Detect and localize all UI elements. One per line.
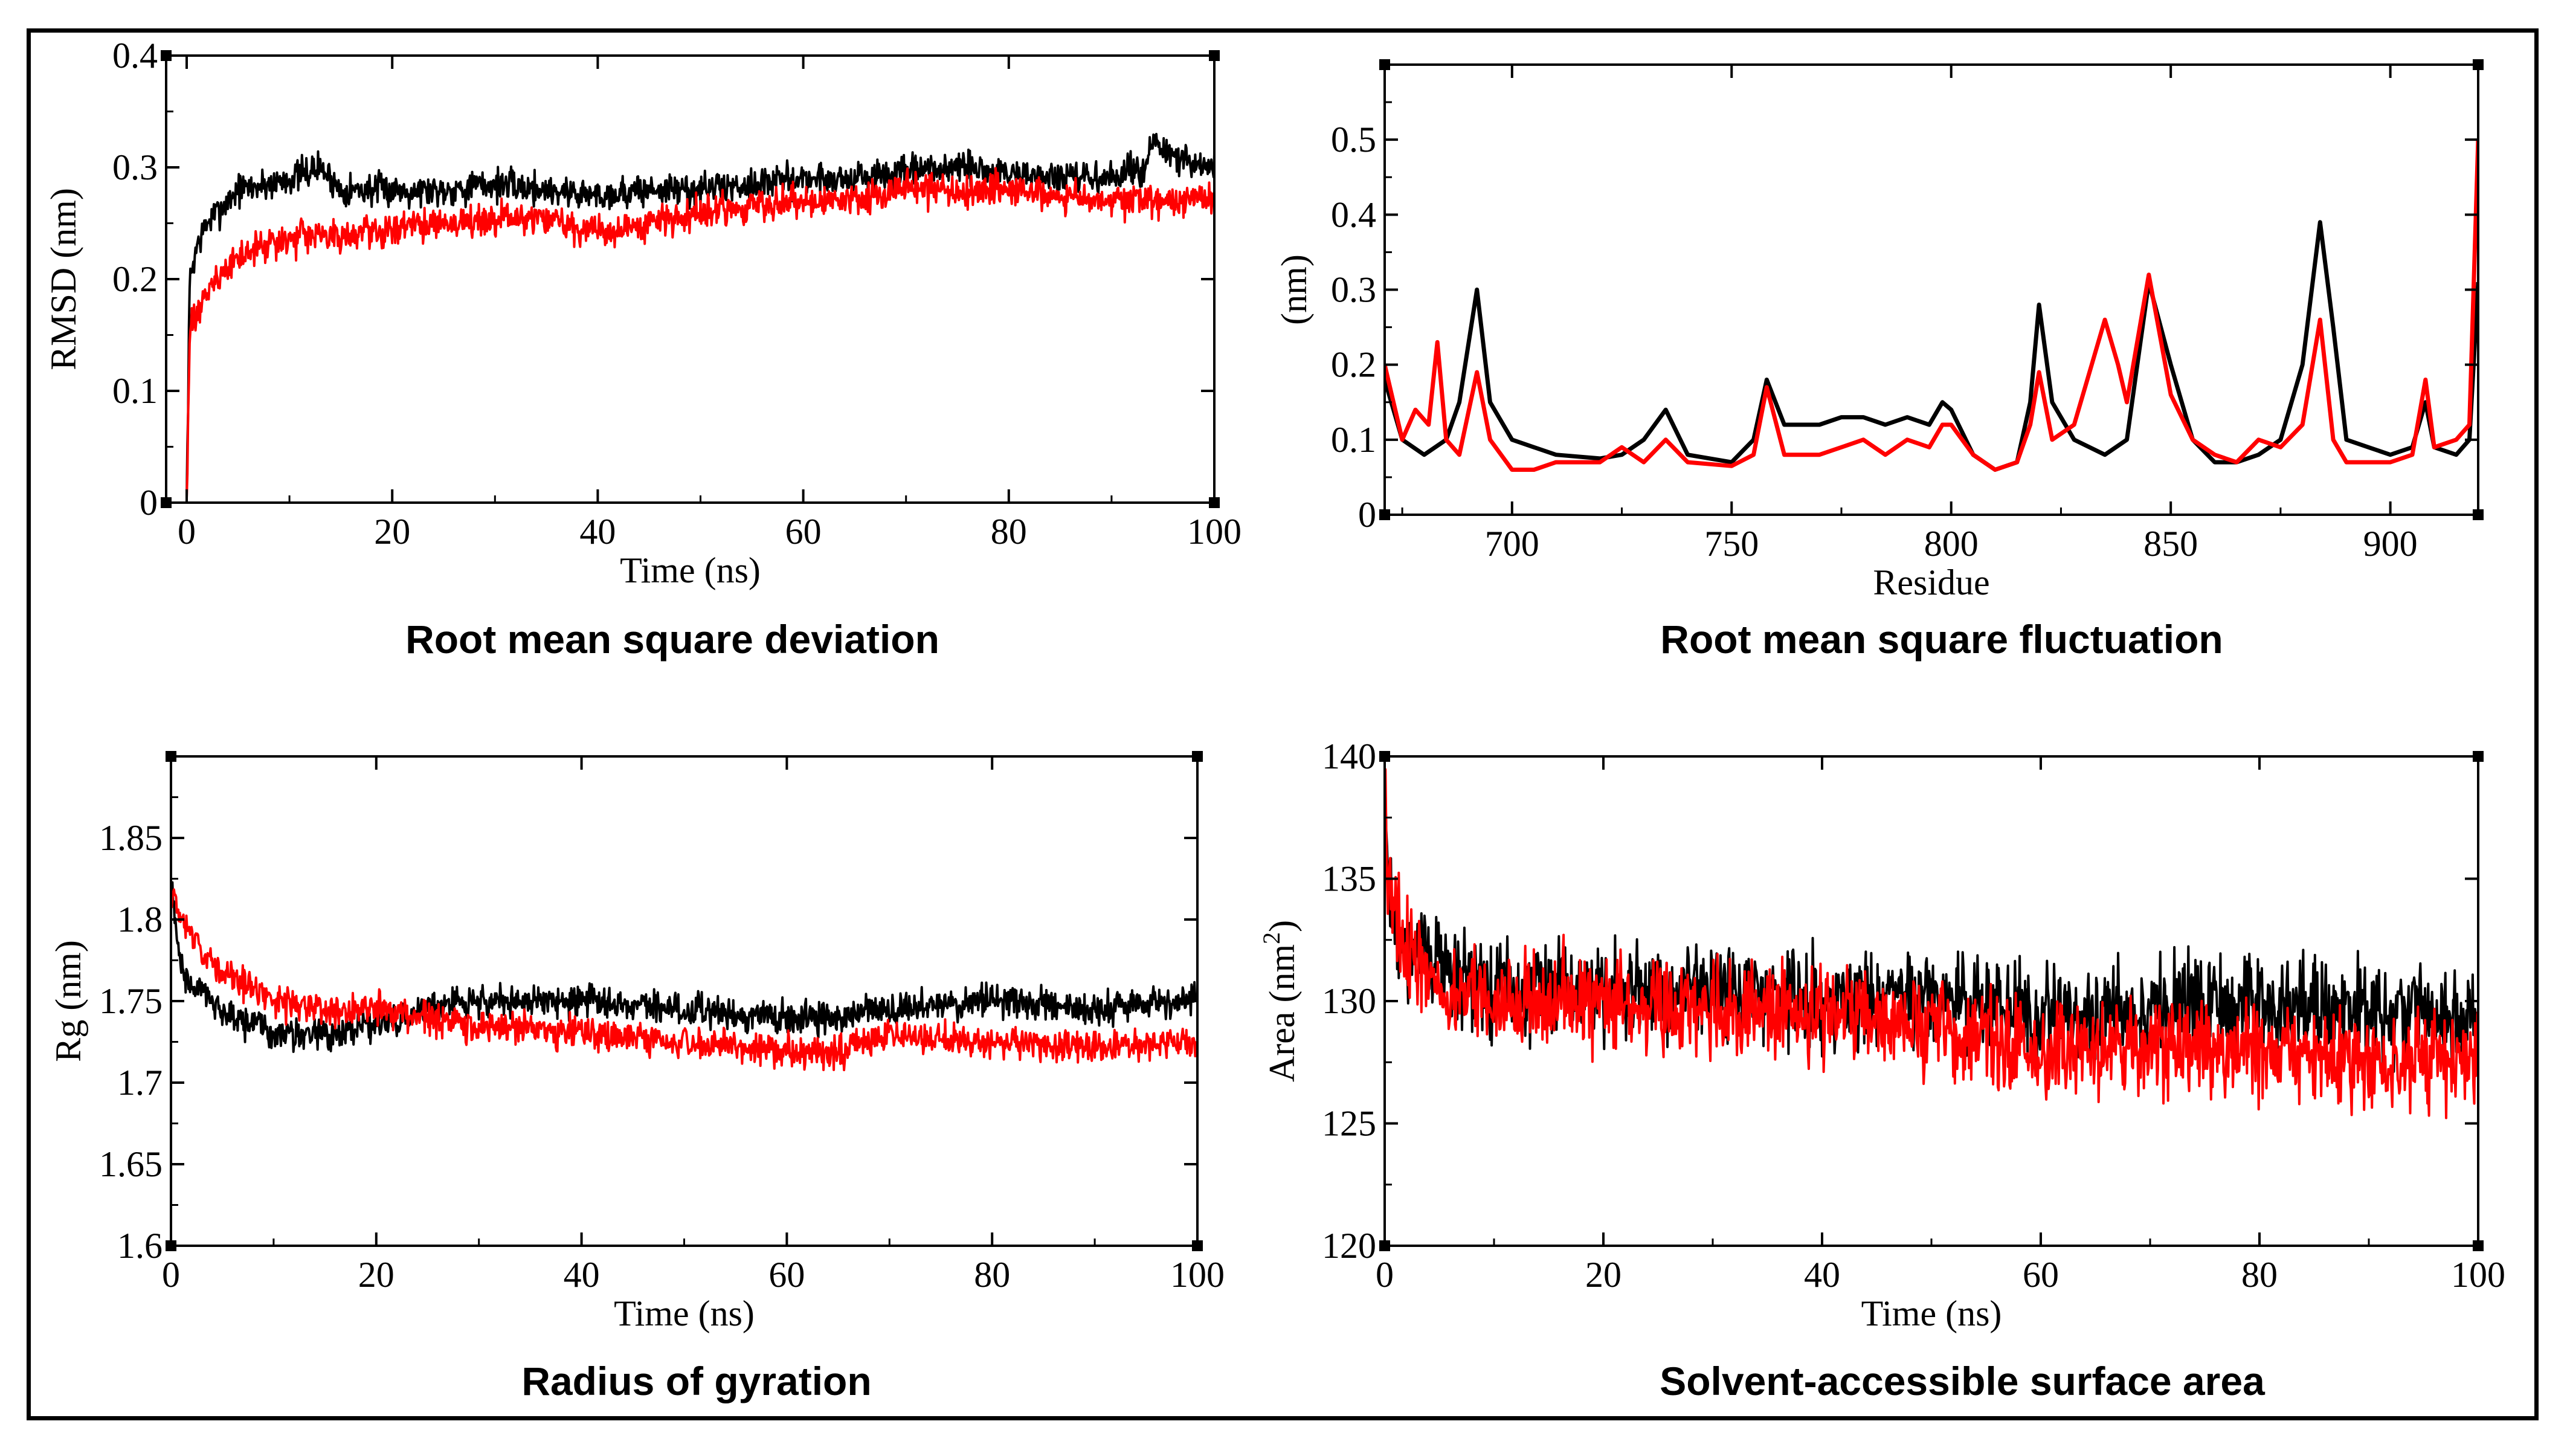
x-axis-title: Time (ns) [1861, 1293, 2002, 1333]
x-tick-label: 40 [1804, 1255, 1840, 1295]
x-tick-label: 800 [1924, 524, 1979, 564]
caption-rmsd: Root mean square deviation [405, 617, 939, 662]
y-tick-label: 0 [140, 483, 158, 523]
series-line-rmsf-1 [1385, 140, 2478, 472]
x-tick-label: 60 [2023, 1255, 2059, 1295]
x-tick-label: 40 [579, 512, 616, 552]
x-tick-label: 850 [2143, 524, 2198, 564]
x-tick-label: 80 [974, 1255, 1010, 1295]
x-tick-label: 100 [1170, 1255, 1225, 1295]
series-line-rmsf-0 [1385, 220, 2478, 472]
y-tick-label: 0.4 [112, 36, 158, 76]
y-tick-label: 0.5 [1331, 120, 1376, 159]
x-tick-label: 100 [2451, 1255, 2505, 1295]
y-tick-label: 1.75 [99, 981, 163, 1021]
y-tick-label: 0.1 [112, 371, 158, 411]
x-axis-title: Time (ns) [614, 1293, 755, 1333]
caption-sasa: Solvent-accessible surface area [1660, 1359, 2265, 1403]
x-tick-label: 0 [162, 1255, 180, 1295]
x-tick-label: 100 [1187, 512, 1242, 552]
x-tick-label: 80 [991, 512, 1027, 552]
y-tick-label: 1.85 [99, 818, 163, 858]
y-axis-title: Area (nm2) [1258, 920, 1302, 1082]
corner-marker [2473, 59, 2484, 70]
x-tick-label: 60 [768, 1255, 805, 1295]
x-tick-label: 700 [1485, 524, 1539, 564]
y-tick-label: 1.65 [99, 1144, 163, 1184]
x-tick-label: 900 [2363, 524, 2418, 564]
x-tick-label: 20 [374, 512, 410, 552]
caption-rg: Radius of gyration [521, 1359, 872, 1403]
series-line-rg-1 [171, 888, 1197, 1072]
series-line-rg-0 [171, 881, 1197, 1053]
y-tick-label: 0.3 [1331, 270, 1376, 310]
corner-marker [1379, 59, 1390, 70]
y-tick-label: 0.2 [1331, 345, 1376, 385]
caption-rmsf: Root mean square fluctuation [1660, 617, 2223, 662]
y-tick-label: 1.6 [117, 1226, 163, 1266]
y-tick-label: 0 [1358, 495, 1376, 535]
y-tick-label: 0.3 [112, 147, 158, 187]
y-axis-title: RMSD (nm) [43, 188, 83, 370]
y-tick-label: 0.1 [1331, 420, 1376, 460]
x-tick-label: 40 [564, 1255, 600, 1295]
x-tick-label: 20 [358, 1255, 395, 1295]
y-axis-title: Rg (nm) [48, 940, 88, 1062]
x-axis-title: Time (ns) [620, 550, 761, 590]
y-axis-title: (nm) [1274, 254, 1314, 325]
figure-frame [27, 28, 2539, 1420]
x-tick-label: 0 [178, 512, 196, 552]
y-tick-label: 140 [1322, 736, 1376, 776]
y-tick-label: 135 [1322, 859, 1376, 899]
x-tick-label: 80 [2241, 1255, 2278, 1295]
x-tick-label: 20 [1585, 1255, 1622, 1295]
x-axis-title: Residue [1873, 562, 1989, 602]
series-line-sasa-1 [1385, 768, 2478, 1119]
y-tick-label: 0.2 [112, 259, 158, 299]
y-tick-label: 120 [1322, 1226, 1376, 1266]
series-line-rmsd-1 [185, 167, 1214, 498]
x-tick-label: 60 [785, 512, 822, 552]
x-tick-label: 0 [1376, 1255, 1394, 1295]
y-tick-label: 125 [1322, 1104, 1376, 1144]
x-tick-label: 750 [1704, 524, 1759, 564]
y-tick-label: 1.7 [117, 1063, 163, 1103]
y-tick-label: 130 [1322, 981, 1376, 1021]
y-tick-label: 1.8 [117, 900, 163, 939]
y-tick-label: 0.4 [1331, 195, 1376, 234]
